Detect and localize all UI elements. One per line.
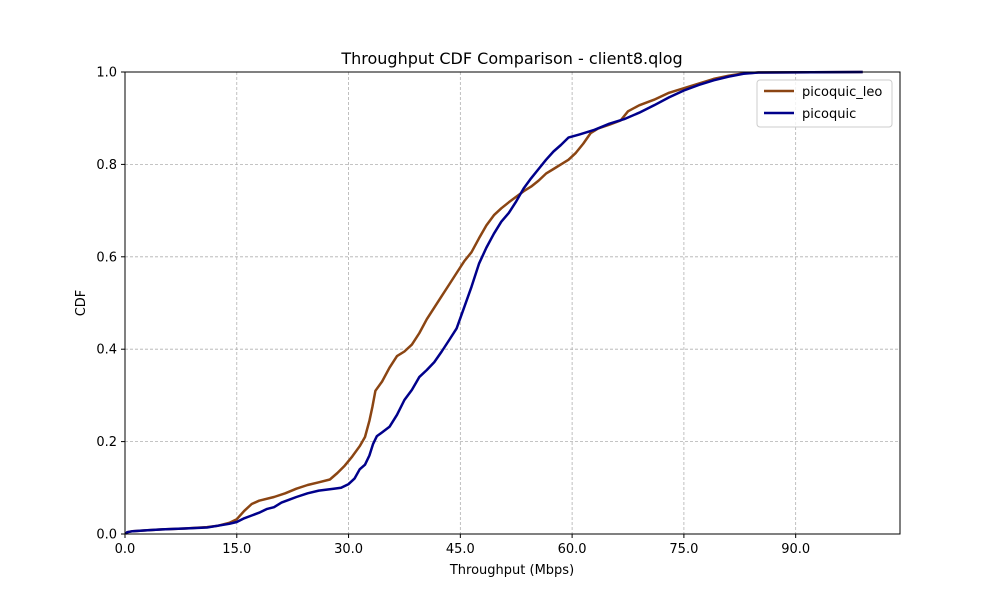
series-layer <box>124 70 863 535</box>
y-tick-label: 1.0 <box>96 66 117 81</box>
y-tick-label: 0.0 <box>96 528 117 543</box>
x-tick-label: 0.0 <box>115 542 136 557</box>
x-tick-label: 90.0 <box>781 542 810 557</box>
x-tick-label: 60.0 <box>558 542 587 557</box>
x-tick-label: 30.0 <box>334 542 363 557</box>
series-line-picoquic <box>124 70 863 535</box>
y-axis: 0.0 0.2 0.4 0.6 0.8 1.0 <box>96 66 125 543</box>
x-tick-label: 15.0 <box>222 542 251 557</box>
x-tick-label: 45.0 <box>446 542 475 557</box>
legend-label-picoquic-leo: picoquic_leo <box>802 85 882 100</box>
chart-title: Throughput CDF Comparison - client8.qlog <box>340 49 682 68</box>
plot-frame <box>124 71 901 535</box>
y-tick-label: 0.8 <box>96 158 117 173</box>
x-axis-label: Throughput (Mbps) <box>449 563 574 578</box>
y-tick-label: 0.6 <box>96 250 117 265</box>
y-tick-label: 0.2 <box>96 435 117 450</box>
y-tick-label: 0.4 <box>96 343 117 358</box>
x-tick-label: 75.0 <box>669 542 698 557</box>
y-axis-label: CDF <box>74 290 89 317</box>
legend: picoquic_leo picoquic <box>756 79 893 128</box>
legend-label-picoquic: picoquic <box>802 107 856 122</box>
x-axis: 0.0 15.0 30.0 45.0 60.0 75.0 90.0 <box>115 534 810 557</box>
